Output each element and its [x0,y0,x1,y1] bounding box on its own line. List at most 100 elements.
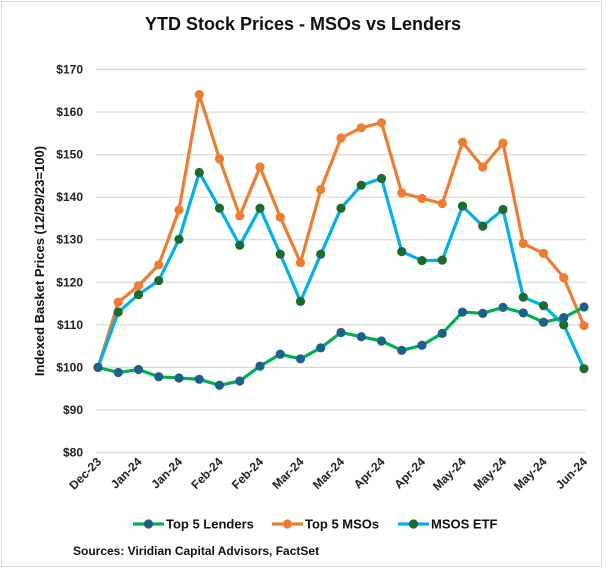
x-tick-label: Jun-24 [553,454,590,491]
data-point [113,297,123,307]
y-axis-ticks: $80 $90 $100 $110 $120 $130 $140 $150 $160 $170 [56,63,83,460]
x-tick-label: Dec-23 [66,454,104,492]
data-point [559,312,569,323]
x-axis-ticks: Dec-23 Jan-24 Jan-24 Feb-24 Feb-24 Mar-24 Mar-… [66,454,590,493]
legend-marker-swatch [408,519,419,529]
series-line [97,305,585,387]
data-point [579,364,589,374]
data-point [316,184,326,195]
data-point [235,376,245,386]
series-top-5-msos [93,90,589,372]
data-point [559,272,569,283]
gridlines [96,68,586,454]
data-point [275,349,285,359]
data-point [295,296,306,307]
x-tick-label: Jan-24 [148,454,185,491]
data-point [154,275,164,286]
data-point [336,203,346,213]
y-tick-label: $120 [56,275,83,289]
legend-item: Top 5 MSOs [272,517,379,532]
legend-item: Top 5 Lenders [133,517,254,532]
data-point [174,234,184,244]
data-point [113,367,123,378]
data-point [214,203,225,213]
data-point [316,249,326,259]
data-point [295,354,306,364]
data-point [235,211,245,221]
data-point [133,281,144,291]
data-point [356,332,366,342]
data-point [376,173,387,184]
data-point [437,328,447,338]
data-point [518,238,528,249]
data-point [457,137,468,147]
legend-marker-swatch [282,519,293,529]
x-tick-label: Apr-24 [391,454,428,491]
y-tick-label: $140 [56,190,83,204]
data-point [275,212,285,222]
data-point [518,308,528,318]
legend-label: Top 5 MSOs [305,517,379,532]
x-tick-label: Mar-24 [269,454,306,491]
data-point [478,221,488,231]
data-point [538,301,549,311]
series-line [96,170,586,370]
data-point [275,249,285,259]
data-point [376,118,387,128]
data-point [478,162,488,172]
data-point [356,180,366,190]
data-point [255,203,265,213]
y-tick-label: $170 [56,63,83,77]
data-point [498,138,508,148]
data-point [538,317,549,327]
data-point [579,321,589,331]
data-point [457,201,468,211]
y-tick-label: $90 [63,403,83,417]
y-axis-label: Indexed Basket Prices (12/29/23=100) [32,146,47,376]
y-tick-label: $100 [56,360,83,374]
y-tick-label: $80 [63,446,83,460]
data-point [295,258,306,268]
legend: Top 5 Lenders Top 5 MSOs MSOS ETF [133,517,498,532]
data-point [255,162,265,172]
data-point [397,188,407,198]
data-point [214,380,225,390]
data-point [255,361,265,371]
data-point [559,320,569,330]
data-point [478,308,488,318]
data-point [214,154,225,164]
x-tick-label: Mar-24 [310,454,347,491]
x-tick-label: Apr-24 [351,454,388,491]
data-point [417,255,427,266]
data-point [174,205,184,215]
data-point [376,336,387,346]
x-tick-label: Feb-24 [188,454,225,491]
y-tick-label: $150 [56,148,83,162]
data-point [174,373,184,383]
data-point [93,362,103,372]
data-point [498,302,508,312]
x-tick-label: May-24 [430,454,469,493]
data-point [417,193,427,204]
series-top-5-lenders [93,302,589,390]
data-point [356,123,366,133]
legend-label: Top 5 Lenders [166,517,254,532]
data-point [498,204,508,215]
data-point [235,240,245,250]
x-tick-label: May-24 [511,454,550,493]
data-point [194,90,204,100]
data-point [579,302,589,312]
source-note: Sources: Viridian Capital Advisors, Fact… [73,544,319,558]
x-tick-label: May-24 [470,454,509,493]
data-point [316,343,326,353]
data-point [538,248,549,258]
y-tick-label: $110 [57,318,83,332]
data-point [194,374,204,384]
chart-title: YTD Stock Prices - MSOs vs Lenders [145,14,461,34]
data-point [194,167,204,178]
data-point [437,198,447,209]
data-point [417,340,427,350]
series-msos-etf [93,167,589,374]
legend-label: MSOS ETF [431,517,498,532]
